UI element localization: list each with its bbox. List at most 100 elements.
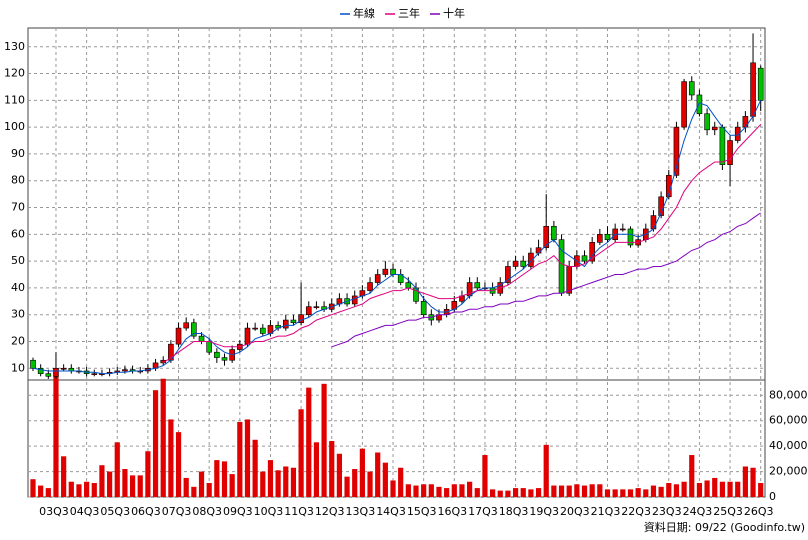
legend-label: 三年 bbox=[398, 6, 420, 20]
y-tick-label: 60 bbox=[11, 227, 25, 240]
volume-bar bbox=[61, 456, 67, 497]
candle-body bbox=[382, 268, 389, 275]
x-tick-label: 03Q3 bbox=[39, 505, 69, 518]
volume-bar bbox=[398, 467, 404, 497]
volume-bar bbox=[604, 489, 611, 497]
candle-body bbox=[711, 126, 718, 131]
volume-bar bbox=[482, 455, 488, 497]
volume-bar bbox=[750, 467, 756, 497]
volume-bar bbox=[581, 485, 588, 497]
volume-bar bbox=[635, 488, 641, 497]
x-tick-label: 05Q3 bbox=[100, 505, 130, 518]
candle-body bbox=[60, 367, 67, 370]
candle-body bbox=[604, 234, 611, 240]
x-tick-label: 11Q3 bbox=[284, 505, 314, 518]
volume-bar bbox=[298, 409, 304, 497]
x-tick-label: 26Q3 bbox=[744, 505, 774, 518]
volume-bar bbox=[712, 477, 718, 497]
candle-body bbox=[206, 341, 212, 353]
y-tick-label: 20,000 bbox=[769, 465, 808, 478]
candle-body bbox=[719, 126, 726, 165]
volume-bar bbox=[214, 460, 220, 497]
volume-bar bbox=[321, 383, 327, 497]
x-tick-label: 14Q3 bbox=[376, 505, 406, 518]
volume-bar bbox=[91, 483, 97, 497]
volume-bar bbox=[84, 481, 90, 497]
volume-bar bbox=[267, 460, 274, 497]
candle-body bbox=[290, 319, 297, 324]
volume-bar bbox=[382, 462, 388, 497]
y-tick-label: 100 bbox=[4, 120, 25, 133]
volume-bar bbox=[45, 488, 51, 497]
volume-bar bbox=[566, 485, 572, 497]
candle-body bbox=[688, 81, 695, 96]
volume-bar bbox=[367, 471, 373, 497]
volume-bar bbox=[107, 471, 113, 497]
volume-bar bbox=[290, 467, 297, 497]
candle-body bbox=[313, 306, 320, 308]
volume-bar bbox=[459, 484, 465, 497]
candle-body bbox=[543, 225, 550, 249]
volume-bar bbox=[53, 376, 59, 497]
volume-bar bbox=[76, 484, 82, 497]
volume-bar bbox=[99, 465, 105, 497]
candle-body bbox=[198, 335, 205, 342]
volume-bar bbox=[283, 466, 289, 497]
candle-body bbox=[183, 322, 189, 329]
volume-bar bbox=[620, 489, 626, 497]
volume-bar bbox=[129, 475, 136, 497]
volume-bar bbox=[742, 466, 748, 497]
x-tick-label: 06Q3 bbox=[131, 505, 161, 518]
candle-body bbox=[221, 357, 228, 361]
ma-line bbox=[331, 212, 761, 348]
volume-bar bbox=[428, 484, 434, 497]
x-tick-label: 15Q3 bbox=[407, 505, 437, 518]
y-tick-label: 10 bbox=[11, 361, 25, 374]
candle-body bbox=[91, 373, 98, 375]
y-tick-label: 0 bbox=[769, 490, 776, 503]
volume-bar bbox=[30, 479, 36, 497]
candle-body bbox=[566, 266, 573, 294]
candle-body bbox=[505, 266, 511, 283]
candle-body bbox=[512, 260, 519, 267]
volume-bar bbox=[114, 442, 120, 497]
volume-bar bbox=[229, 474, 235, 497]
volume-bar bbox=[122, 469, 128, 497]
x-tick-label: 18Q3 bbox=[499, 505, 529, 518]
candle-body bbox=[53, 367, 59, 377]
y-tick-label: 70 bbox=[11, 201, 25, 214]
candle-body bbox=[535, 247, 542, 254]
volume-bar bbox=[252, 439, 258, 497]
candle-body bbox=[681, 81, 687, 128]
volume-bar bbox=[306, 387, 312, 497]
volume-bar bbox=[444, 488, 450, 497]
candle-body bbox=[45, 373, 52, 377]
y-tick-label: 50 bbox=[11, 254, 25, 267]
volume-bar bbox=[735, 481, 741, 497]
volume-bar bbox=[689, 455, 695, 497]
volume-bar bbox=[168, 419, 174, 497]
volume-bar bbox=[681, 481, 687, 497]
candle-body bbox=[175, 327, 182, 345]
volume-bar bbox=[237, 421, 243, 497]
ma-line bbox=[162, 124, 762, 364]
candle-body bbox=[191, 322, 197, 337]
volume-bar bbox=[666, 483, 672, 497]
volume-bar bbox=[206, 483, 212, 497]
volume-bar bbox=[390, 480, 396, 497]
x-tick-label: 25Q3 bbox=[713, 505, 743, 518]
candle-body bbox=[259, 327, 266, 334]
volume-bar bbox=[336, 453, 342, 497]
volume-bar bbox=[643, 489, 649, 497]
candle-body bbox=[282, 319, 289, 329]
volume-bar bbox=[375, 452, 381, 497]
candle-body bbox=[620, 228, 626, 231]
candle-body bbox=[581, 255, 588, 262]
volume-bar bbox=[244, 419, 251, 497]
volume-bar bbox=[68, 481, 74, 497]
candle-body bbox=[252, 327, 258, 330]
y-tick-label: 110 bbox=[4, 93, 25, 106]
volume-bar bbox=[727, 481, 733, 497]
candle-body bbox=[589, 242, 595, 262]
